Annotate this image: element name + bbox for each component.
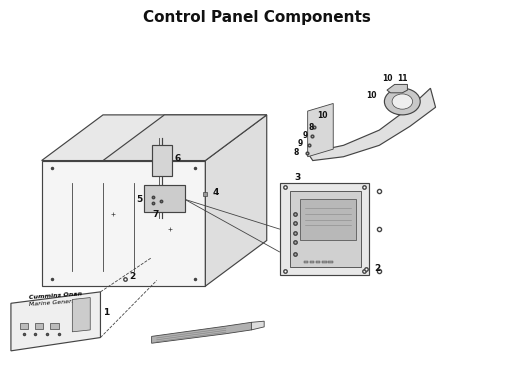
Text: 7: 7: [152, 210, 159, 220]
Text: 10: 10: [382, 74, 392, 83]
Polygon shape: [152, 322, 256, 343]
Circle shape: [392, 94, 412, 109]
Text: 8: 8: [293, 148, 299, 157]
Text: 11: 11: [397, 74, 408, 83]
Text: 8: 8: [308, 123, 313, 132]
Polygon shape: [300, 199, 356, 241]
Text: 3: 3: [295, 173, 301, 181]
Text: Marine Generator: Marine Generator: [29, 298, 85, 307]
Text: 2: 2: [130, 272, 136, 281]
Polygon shape: [205, 115, 267, 286]
Polygon shape: [308, 104, 333, 157]
Polygon shape: [11, 292, 101, 351]
Bar: [19, 323, 28, 329]
Polygon shape: [251, 321, 264, 330]
Polygon shape: [103, 115, 267, 160]
Text: 4: 4: [213, 188, 220, 197]
Text: 10: 10: [366, 91, 377, 100]
Text: 1: 1: [103, 308, 109, 317]
Polygon shape: [152, 145, 172, 176]
Text: 10: 10: [317, 111, 327, 120]
Text: Cummins Onan: Cummins Onan: [29, 292, 82, 301]
Bar: [310, 261, 314, 263]
Polygon shape: [72, 298, 90, 332]
Polygon shape: [308, 88, 436, 160]
Polygon shape: [42, 115, 267, 160]
Circle shape: [384, 88, 420, 115]
Text: 9: 9: [303, 131, 308, 141]
Text: 5: 5: [136, 195, 143, 204]
Text: Control Panel Components: Control Panel Components: [143, 10, 370, 25]
Polygon shape: [42, 160, 205, 286]
Bar: [35, 323, 43, 329]
Text: 2: 2: [374, 264, 381, 273]
Bar: [304, 261, 308, 263]
Bar: [50, 323, 58, 329]
Polygon shape: [290, 191, 361, 267]
Bar: [316, 261, 321, 263]
Text: 6: 6: [174, 154, 181, 163]
Bar: [328, 261, 333, 263]
Polygon shape: [144, 185, 185, 212]
Bar: [322, 261, 327, 263]
Text: 9: 9: [298, 139, 303, 148]
Polygon shape: [387, 84, 407, 93]
Polygon shape: [280, 183, 369, 275]
